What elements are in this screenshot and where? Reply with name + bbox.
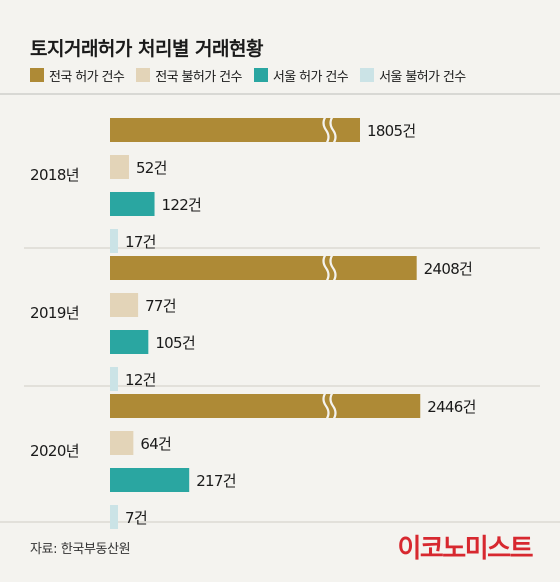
data-label: 105건: [155, 334, 195, 352]
category-label: 2020년: [30, 442, 79, 460]
bar-national-permit: [110, 118, 360, 142]
legend-item: 서울 불허가 건수: [360, 66, 466, 85]
axis-break-mark: [322, 391, 337, 421]
legend-swatch: [253, 68, 268, 82]
data-label: 12건: [125, 371, 156, 389]
legend-item: 전국 불허가 건수: [136, 66, 242, 85]
legend-label: 전국 허가 건수: [49, 69, 125, 85]
data-label: 52건: [136, 159, 167, 177]
data-label: 2408건: [424, 260, 472, 278]
data-label: 1805건: [367, 122, 415, 140]
bar-seoul-permit: [110, 468, 190, 492]
bar-seoul-permit: [110, 192, 155, 216]
legend: 전국 허가 건수 전국 불허가 건수 서울 허가 건수 서울 불허가 건수: [30, 66, 478, 85]
chart-title: 토지거래허가 처리별 거래현황: [30, 38, 263, 60]
bar-national-permit: [110, 394, 421, 418]
bar-seoul-denied: [110, 505, 118, 529]
legend-swatch: [360, 68, 375, 82]
legend-label: 전국 불허가 건수: [155, 69, 242, 85]
axis-break-mark: [322, 115, 337, 145]
category-label: 2019년: [30, 304, 79, 322]
data-label: 64건: [140, 435, 171, 453]
category-label: 2018년: [30, 166, 79, 184]
legend-item: 전국 허가 건수: [30, 66, 125, 85]
legend-swatch: [30, 68, 44, 82]
legend-label: 서울 불허가 건수: [379, 69, 466, 85]
data-label: 217건: [196, 472, 236, 490]
bar-national-permit: [110, 256, 417, 280]
data-label: 17건: [125, 233, 156, 251]
data-label: 7건: [125, 509, 147, 527]
bar-national-denied: [110, 431, 134, 455]
bar-national-denied: [110, 293, 139, 317]
brand-logo: 이코노미스트: [397, 534, 533, 564]
source-note: 자료: 한국부동산원: [30, 542, 131, 557]
bar-seoul-denied: [110, 367, 118, 391]
data-label: 2446건: [427, 398, 475, 416]
bar-seoul-permit: [110, 330, 149, 354]
bar-seoul-denied: [110, 229, 118, 253]
axis-break-mark: [322, 253, 337, 283]
data-label: 122건: [162, 196, 202, 214]
legend-swatch: [136, 68, 151, 82]
bar-national-denied: [110, 155, 129, 179]
legend-label: 서울 허가 건수: [272, 69, 349, 85]
legend-item: 서울 허가 건수: [253, 66, 349, 85]
data-label: 77건: [145, 297, 176, 315]
